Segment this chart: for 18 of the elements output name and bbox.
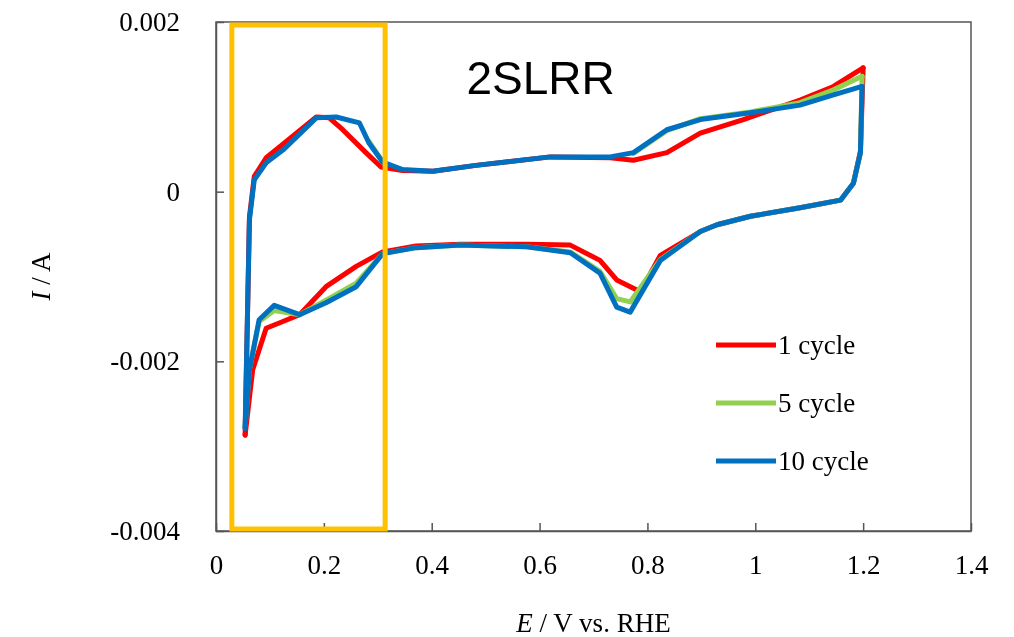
annotation: 2SLRR <box>466 52 615 104</box>
x-tick-label: 0 <box>209 550 224 581</box>
x-tick-label: 1 <box>749 550 763 581</box>
y-tick-label: 0 <box>166 176 180 207</box>
x-tick-label: 0.2 <box>307 550 342 581</box>
x-tick-label: 0.6 <box>523 550 557 581</box>
x-axis-title: E / V vs. RHE <box>515 608 671 637</box>
legend-label: 5 cycle <box>778 388 856 418</box>
legend-label: 1 cycle <box>778 330 856 360</box>
y-tick-label: -0.002 <box>110 346 180 377</box>
x-tick-label: 1.2 <box>846 550 881 581</box>
x-tick-label: 0.8 <box>631 550 665 581</box>
y-tick-label: -0.004 <box>110 516 181 547</box>
x-tick-label: 1.4 <box>954 550 989 581</box>
x-tick-label: 0.4 <box>415 550 450 581</box>
y-axis-title: I / A <box>26 252 56 302</box>
y-tick-label: 0.002 <box>119 7 180 38</box>
legend-label: 10 cycle <box>778 446 869 476</box>
